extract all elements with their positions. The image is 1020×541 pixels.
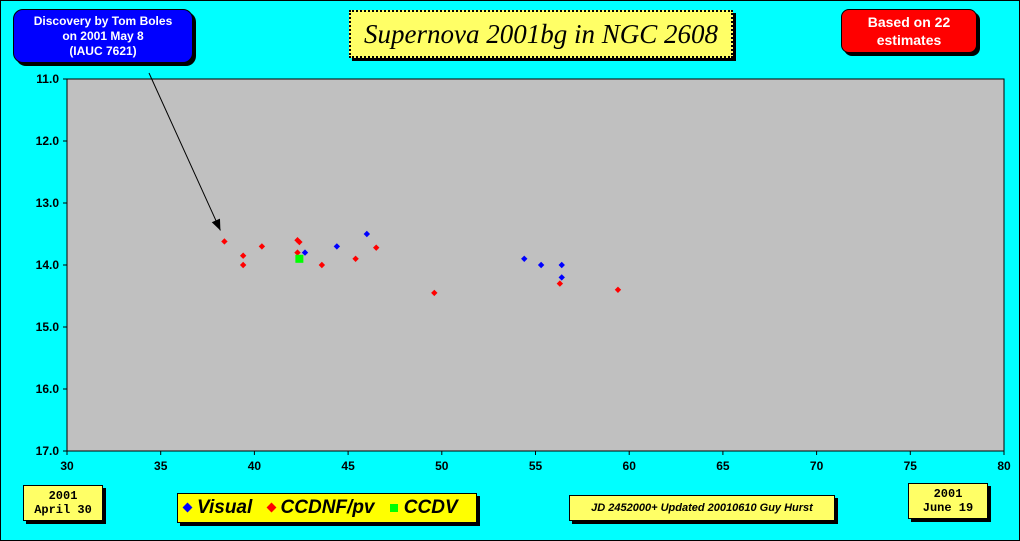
y-tick-label: 14.0 bbox=[36, 258, 60, 272]
discovery-note: Discovery by Tom Boles on 2001 May 8 (IA… bbox=[13, 9, 193, 63]
data-point-visual bbox=[558, 261, 565, 269]
end-date-day: June 19 bbox=[922, 501, 974, 515]
data-point-ccdnf-pv bbox=[258, 243, 266, 250]
data-point-ccdnf-pv bbox=[614, 286, 622, 293]
data-point-ccdnf-pv bbox=[373, 244, 380, 251]
end-date-box: 2001 June 19 bbox=[908, 483, 988, 519]
legend-item-visual: Visual bbox=[182, 497, 258, 518]
start-date-year: 2001 bbox=[48, 489, 78, 503]
x-tick-label: 70 bbox=[810, 459, 824, 473]
discovery-line: (IAUC 7621) bbox=[69, 44, 137, 58]
data-point-visual bbox=[537, 261, 545, 269]
data-point-ccdnf-pv bbox=[556, 280, 564, 287]
end-date-year: 2001 bbox=[933, 487, 963, 501]
legend-label: CCDV bbox=[403, 497, 458, 518]
x-tick-label: 80 bbox=[997, 459, 1011, 473]
x-tick-label: 30 bbox=[60, 459, 74, 473]
y-tick-label: 13.0 bbox=[36, 196, 60, 210]
data-point-ccdnf-pv bbox=[318, 261, 326, 269]
x-tick-label: 65 bbox=[716, 459, 730, 473]
data-point-ccdnf-pv bbox=[239, 252, 247, 259]
data-point-visual bbox=[521, 255, 528, 262]
data-point-ccdnf-pv bbox=[239, 261, 247, 269]
discovery-arrow bbox=[148, 72, 221, 231]
data-point-ccdnf-pv bbox=[294, 249, 301, 256]
start-date-day: April 30 bbox=[34, 503, 92, 517]
x-tick-label: 35 bbox=[154, 459, 168, 473]
discovery-arrow-head bbox=[211, 218, 221, 231]
data-point-visual bbox=[558, 274, 565, 281]
jd-update-note: JD 2452000+ Updated 20010610 Guy Hurst bbox=[569, 495, 835, 521]
diamond-icon bbox=[266, 503, 276, 513]
chart-title: Supernova 2001bg in NGC 2608 bbox=[349, 10, 733, 58]
data-point-ccdnf-pv bbox=[221, 238, 228, 245]
discovery-line: on 2001 May 8 bbox=[62, 29, 144, 43]
legend-item-ccdnf: CCDNF/pv bbox=[266, 497, 380, 518]
estimates-badge: Based on 22 estimates bbox=[841, 9, 977, 53]
legend-label: CCDNF/pv bbox=[280, 497, 375, 518]
data-point-ccdnf-pv bbox=[296, 238, 303, 246]
data-point-visual bbox=[363, 230, 371, 238]
estimates-line: estimates bbox=[876, 32, 942, 48]
square-icon bbox=[389, 503, 398, 512]
x-tick-label: 50 bbox=[435, 459, 449, 473]
y-tick-label: 15.0 bbox=[36, 320, 60, 334]
data-point-visual bbox=[333, 243, 341, 250]
legend-item-ccdv: CCDV bbox=[389, 497, 458, 518]
data-point-ccdnf-pv bbox=[352, 255, 359, 262]
y-tick-label: 17.0 bbox=[36, 444, 60, 458]
plot-area bbox=[66, 78, 1005, 452]
y-tick-label: 11.0 bbox=[36, 72, 59, 86]
legend: Visual CCDNF/pv CCDV bbox=[177, 493, 477, 523]
discovery-line: Discovery by Tom Boles bbox=[33, 14, 173, 28]
legend-label: Visual bbox=[197, 497, 253, 518]
estimates-line: Based on 22 bbox=[867, 14, 951, 30]
start-date-box: 2001 April 30 bbox=[23, 485, 103, 521]
x-tick-label: 75 bbox=[904, 459, 918, 473]
x-tick-label: 45 bbox=[341, 459, 355, 473]
diamond-icon bbox=[182, 503, 193, 513]
y-tick-label: 16.0 bbox=[36, 382, 60, 396]
x-tick-label: 40 bbox=[248, 459, 262, 473]
data-point-ccdnf-pv bbox=[431, 289, 438, 297]
data-point-visual bbox=[301, 249, 309, 256]
x-tick-label: 55 bbox=[529, 459, 543, 473]
x-tick-label: 60 bbox=[623, 459, 637, 473]
data-point-ccdv bbox=[295, 254, 304, 263]
y-tick-label: 12.0 bbox=[36, 134, 60, 148]
